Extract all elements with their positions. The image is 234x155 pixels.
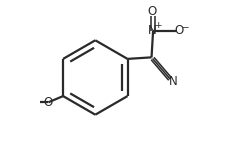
Text: O: O xyxy=(44,96,53,109)
Text: O: O xyxy=(148,5,157,18)
Text: +: + xyxy=(154,21,161,30)
Text: N: N xyxy=(147,24,156,38)
Text: O: O xyxy=(175,24,184,38)
Text: N: N xyxy=(168,75,177,88)
Text: −: − xyxy=(181,22,188,31)
